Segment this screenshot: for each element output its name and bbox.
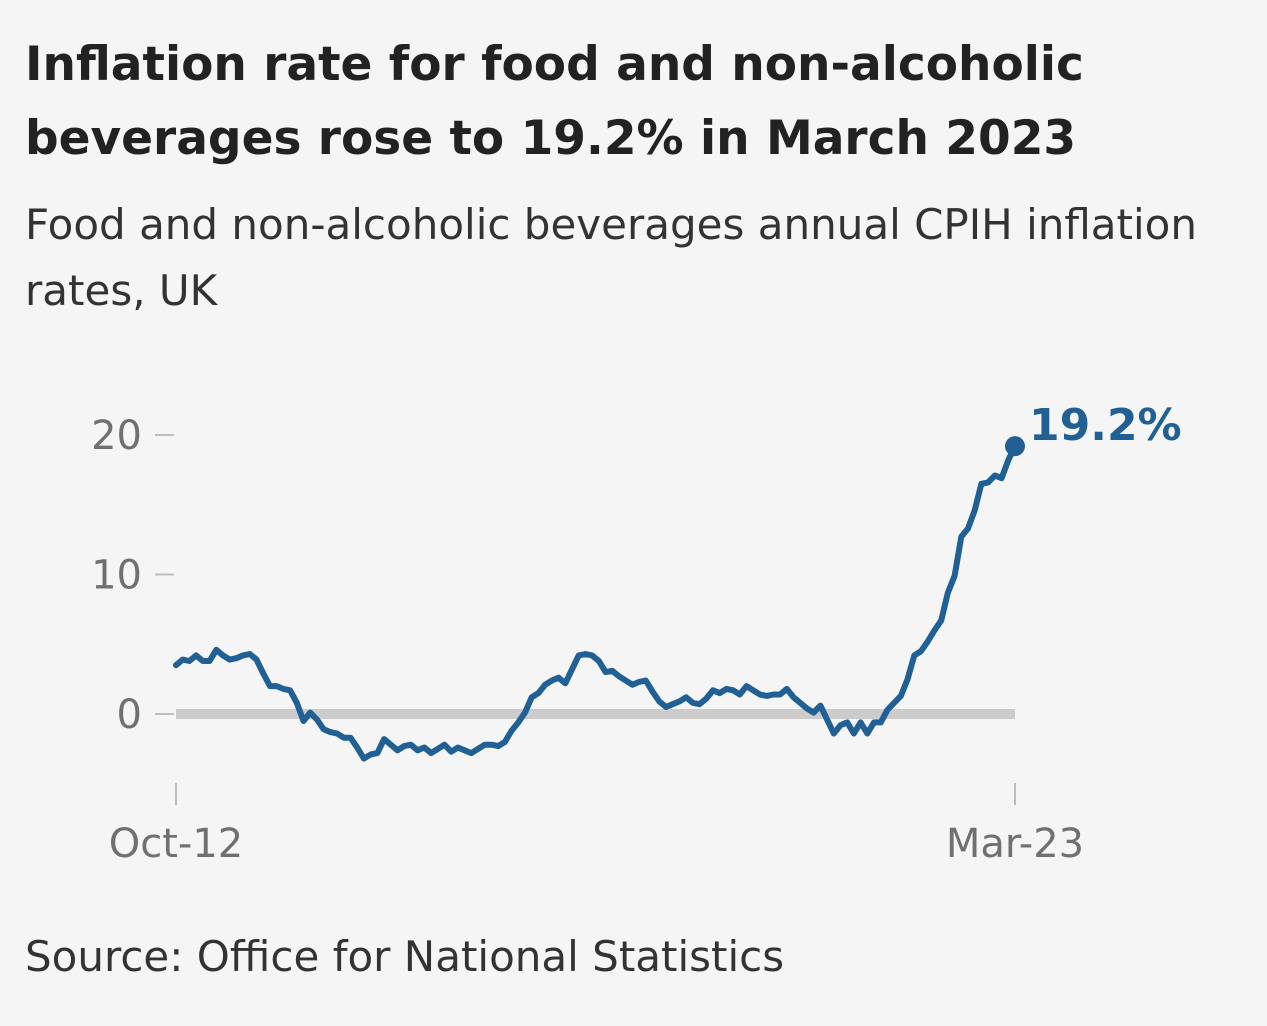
y-tick-label-10: 10 [91,553,142,599]
line-chart: 0 10 20 Oct-12 Mar-23 19.2% [91,400,1182,867]
chart-subtitle: Food and non-alcoholic beverages annual … [25,200,1198,315]
y-tick-label-0: 0 [117,692,142,738]
series-line-food-inflation [173,443,1018,762]
end-value-label: 19.2% [1029,400,1182,451]
x-tick-label-mar-23: Mar-23 [946,821,1084,867]
y-axis: 0 10 20 [91,413,174,738]
y-tick-label-20: 20 [91,413,142,459]
x-axis: Oct-12 Mar-23 [109,783,1084,867]
x-tick-label-oct-12: Oct-12 [109,821,244,867]
end-point-marker [1005,436,1025,457]
chart-title: Inflation rate for food and non-alcoholi… [25,37,1084,166]
chart-source: Source: Office for National Statistics [25,932,785,981]
